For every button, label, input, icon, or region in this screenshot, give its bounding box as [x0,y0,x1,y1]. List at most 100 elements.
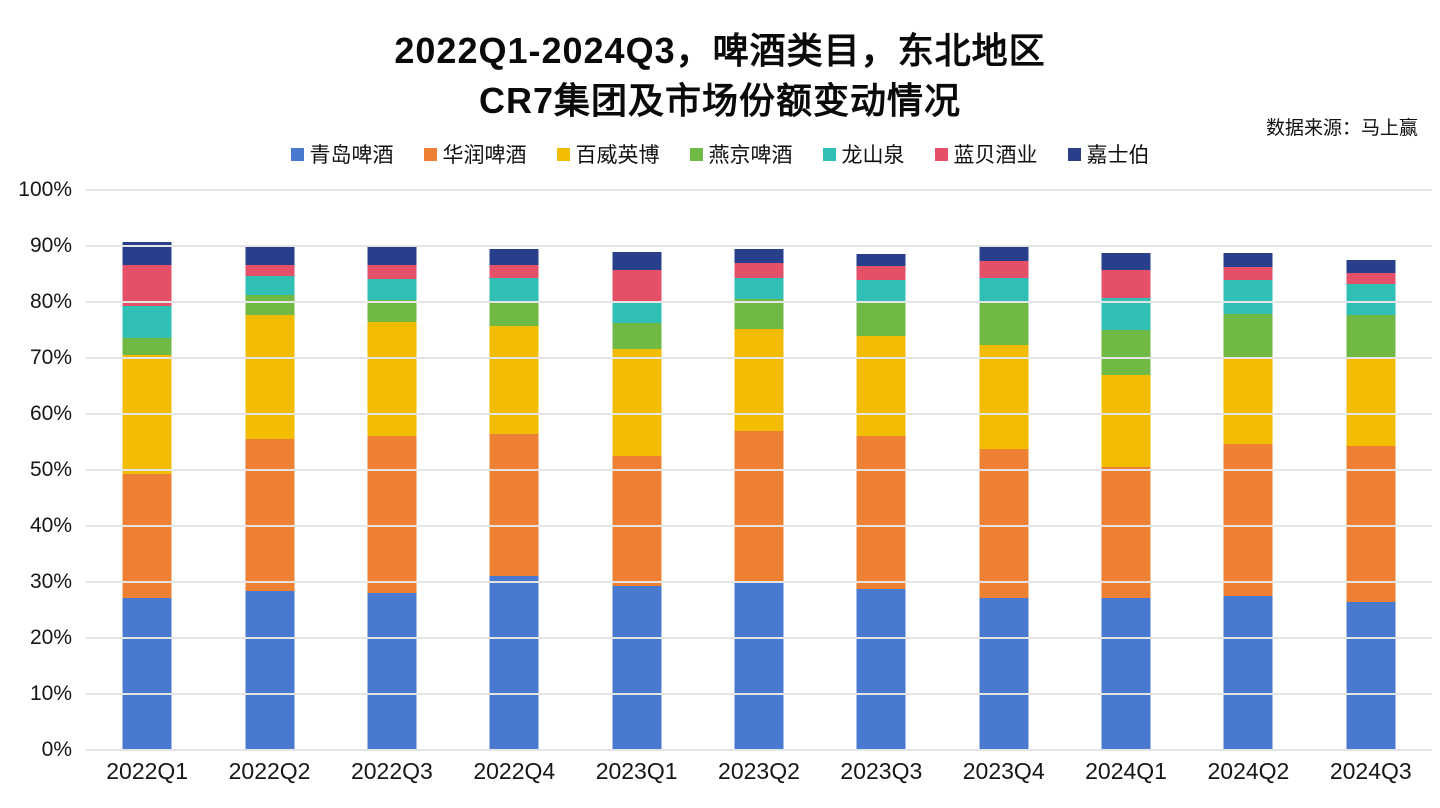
bar-segment [245,314,295,440]
bar-segment [245,439,295,591]
bar-stack-2023Q3 [856,253,906,750]
plot-area [86,189,1432,751]
bar-segment [612,300,662,324]
gridline-100% [86,189,1432,191]
bar-segment [856,336,906,436]
bar-segment [1223,253,1273,268]
bar-segment [367,435,417,594]
x-axis: 2022Q1 2022Q2 2022Q3 2022Q4 2023Q1 2023Q2 2023… [86,758,1432,785]
bar-segment [979,246,1029,262]
bar-stack-2022Q1 [122,242,172,750]
bar-segment [122,305,172,339]
bar-segment [1223,313,1273,358]
y-tick-label: 0% [41,738,72,761]
legend-item-1: 华润啤酒 [423,139,527,169]
bar-segment [1223,267,1273,280]
y-tick-label: 40% [29,514,72,537]
bar-column-2022Q1 [86,190,208,750]
y-tick-label: 70% [29,346,72,369]
bar-segment [1101,330,1151,375]
bar-segment [1101,466,1151,598]
y-tick-label: 20% [29,626,72,649]
x-tick-label: 2023Q2 [718,758,800,784]
bar-segment [1101,597,1151,750]
gridline-70% [86,357,1432,359]
gridline-50% [86,469,1432,471]
bar-segment [612,252,662,271]
bar-segment [245,591,295,750]
bar-stack-2024Q3 [1346,259,1396,750]
bar-stack-2023Q2 [734,248,784,750]
bar-segment [122,242,172,265]
bar-stack-2024Q1 [1101,253,1151,750]
legend-item-0: 青岛啤酒 [290,139,394,169]
bar-segment [734,277,784,300]
bar-column-2022Q3 [331,190,453,750]
y-tick-label: 90% [29,234,72,257]
bar-column-2022Q2 [208,190,330,750]
legend-item-3: 燕京啤酒 [689,139,793,169]
data-source-note: 数据来源：马上赢 [1265,118,1418,139]
bar-stack-2023Q4 [979,246,1029,750]
bar-segment [489,326,539,435]
bar-columns [86,190,1432,750]
gridline-40% [86,525,1432,527]
bar-column-2023Q3 [820,190,942,750]
legend-swatch-icon [556,147,570,161]
bar-column-2023Q1 [575,190,697,750]
bar-column-2022Q4 [453,190,575,750]
legend-label: 龙山泉 [841,144,905,167]
bar-segment [979,449,1029,599]
bar-segment [734,263,784,278]
legend-label: 百威英博 [575,144,660,167]
chart-title-line1: 2022Q1-2024Q3，啤酒类目，东北地区 [394,30,1046,71]
legend-swatch-icon [423,147,437,161]
bar-segment [1101,253,1151,270]
y-tick-label: 50% [29,458,72,481]
x-tick-label: 2022Q1 [106,758,189,784]
bar-segment [979,277,1029,303]
legend-swatch-icon [689,147,703,161]
bar-segment [1346,601,1396,750]
bar-stack-2023Q1 [612,252,662,750]
legend-item-5: 蓝贝酒业 [934,139,1038,169]
gridline-90% [86,245,1432,247]
bar-segment [122,264,172,306]
bar-segment [489,277,539,301]
legend-label: 华润啤酒 [442,144,527,167]
legend-item-2: 百威英博 [556,139,660,169]
bar-segment [734,248,784,264]
bar-segment [734,328,784,431]
bar-stack-2022Q3 [367,246,417,750]
bar-segment [245,294,295,315]
y-tick-label: 30% [29,570,72,593]
gridline-30% [86,581,1432,583]
bar-segment [612,585,662,750]
x-tick-label: 2024Q1 [1085,758,1167,784]
x-tick-label: 2024Q2 [1207,758,1290,784]
legend-label: 蓝贝酒业 [953,144,1038,167]
bar-segment [1346,283,1396,316]
x-tick-label: 2023Q1 [595,758,678,784]
bar-segment [122,338,172,356]
bar-segment [856,266,906,280]
y-tick-label: 80% [29,290,72,313]
gridline-0% [86,749,1432,751]
bar-segment [1346,272,1396,284]
bar-segment [856,588,906,750]
y-tick-label: 10% [29,682,72,705]
legend-label: 嘉士伯 [1086,144,1150,167]
bar-segment [979,598,1029,750]
bar-stack-2024Q2 [1223,253,1273,750]
bar-segment [856,435,906,589]
legend-swatch-icon [934,147,948,161]
bar-segment [1346,315,1396,360]
bar-segment [367,299,417,322]
bar-segment [979,344,1029,450]
bar-segment [612,323,662,350]
bar-segment [489,248,539,265]
bar-segment [979,302,1029,345]
x-tick-label: 2022Q4 [473,758,556,784]
bar-segment [489,300,539,327]
x-tick-label: 2022Q2 [228,758,311,784]
